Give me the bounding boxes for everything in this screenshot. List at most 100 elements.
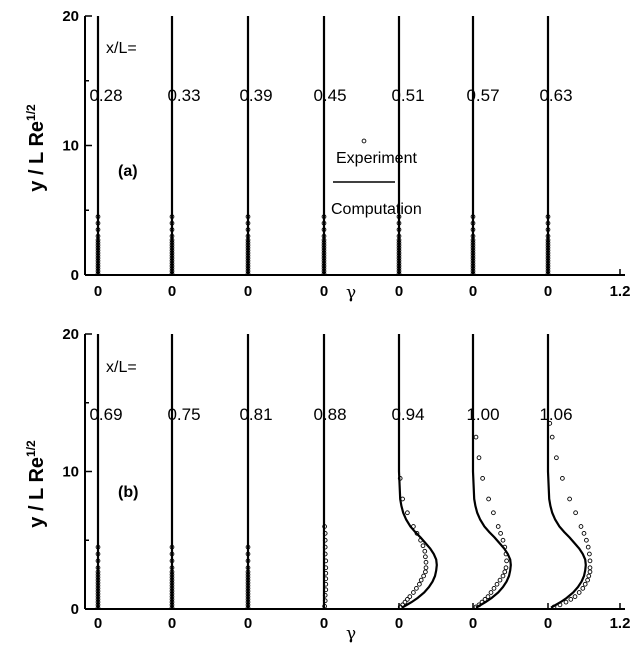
experiment-point xyxy=(322,551,328,557)
panel-a-x-tick-label: 0 xyxy=(244,283,252,300)
experiment-point xyxy=(321,268,327,274)
experiment-point xyxy=(486,496,491,502)
experiment-point xyxy=(245,583,251,588)
experiment-point xyxy=(321,242,327,248)
experiment-point xyxy=(169,240,175,245)
experiment-point xyxy=(420,543,426,549)
experiment-point xyxy=(470,248,476,253)
experiment-point xyxy=(396,271,402,277)
experiment-point xyxy=(95,245,101,251)
panel-a-station-0.45: 0.45 xyxy=(313,16,347,277)
panel-a-station-0.33: 0.33 xyxy=(167,16,201,277)
experiment-point xyxy=(245,240,251,245)
panel-a-station-0.57: 0.57 xyxy=(466,16,500,277)
experiment-point xyxy=(482,597,488,602)
experiment-point xyxy=(95,233,101,239)
experiment-point xyxy=(245,602,251,608)
panel-b-y-axis-label-sup: 1/2 xyxy=(24,440,38,457)
experiment-point xyxy=(411,590,416,595)
experiment-point xyxy=(95,599,101,605)
experiment-point xyxy=(500,537,506,543)
experiment-point xyxy=(245,588,251,594)
panel-a-station-0.51: 0.51 xyxy=(391,16,425,277)
panel-b-x-tick-label: 0 xyxy=(469,615,477,632)
panel-b-station-1.00: 1.00 xyxy=(466,334,512,610)
station-label: 0.81 xyxy=(239,405,272,424)
experiment-point xyxy=(95,575,101,580)
experiment-point xyxy=(169,594,175,599)
panel-a-y-tick-label: 0 xyxy=(71,267,79,284)
experiment-point xyxy=(245,227,251,233)
experiment-point xyxy=(321,253,327,258)
experiment-point xyxy=(491,510,496,516)
experiment-point xyxy=(95,248,101,253)
experiment-point xyxy=(95,583,101,588)
experiment-point xyxy=(95,572,101,577)
legend-computation-label: Computation xyxy=(331,201,422,218)
experiment-point xyxy=(169,605,175,610)
experiment-point xyxy=(479,599,485,605)
experiment-point xyxy=(169,248,175,253)
experiment-point xyxy=(396,261,402,266)
experiment-point xyxy=(322,592,328,598)
panel-a-y-axis-label: y / L Re1/2 xyxy=(24,104,48,192)
experiment-point xyxy=(321,261,327,266)
experiment-point xyxy=(545,263,551,269)
experiment-point xyxy=(321,227,327,233)
experiment-point xyxy=(169,245,175,251)
experiment-point xyxy=(396,240,402,245)
experiment-point xyxy=(321,240,327,245)
experiment-point xyxy=(169,233,175,239)
experiment-point xyxy=(321,214,327,220)
experiment-point xyxy=(245,605,251,610)
experiment-point xyxy=(480,476,485,481)
experiment-point xyxy=(545,233,551,239)
experiment-point xyxy=(95,551,101,557)
panel-b-y-tick-label: 0 xyxy=(71,601,79,618)
panel-b-y-tick-label: 10 xyxy=(62,464,79,481)
experiment-point xyxy=(470,271,476,277)
experiment-point xyxy=(245,248,251,253)
experiment-point xyxy=(545,266,551,271)
experiment-point xyxy=(504,558,509,564)
experiment-point xyxy=(245,577,251,583)
experiment-point xyxy=(470,214,476,220)
experiment-point xyxy=(545,248,551,253)
experiment-point xyxy=(245,214,251,220)
experiment-point xyxy=(545,255,551,261)
station-label: 0.28 xyxy=(89,86,122,105)
panel-b-y-tick-label: 20 xyxy=(62,326,79,343)
experiment-point xyxy=(169,583,175,588)
experiment-point xyxy=(169,558,175,564)
experiment-point xyxy=(576,590,582,595)
panel-b-x-tick-label: 0 xyxy=(320,615,328,632)
experiment-point xyxy=(414,531,420,536)
panel-a-y-tick-label: 20 xyxy=(62,8,79,25)
experiment-point xyxy=(494,581,500,587)
experiment-point xyxy=(418,537,423,543)
panel-b-station-0.69: 0.69 xyxy=(89,334,123,610)
experiment-point xyxy=(245,261,251,266)
experiment-point xyxy=(169,597,175,602)
experiment-point xyxy=(169,255,175,261)
experiment-point xyxy=(567,496,572,502)
experiment-point xyxy=(95,255,101,261)
experiment-point xyxy=(169,577,175,583)
panel-b-x-tick-label: 0 xyxy=(544,615,552,632)
experiment-point xyxy=(169,214,175,220)
experiment-point xyxy=(547,421,553,426)
experiment-point xyxy=(568,597,574,602)
experiment-point xyxy=(322,537,328,543)
experiment-point xyxy=(169,599,175,605)
station-label: 0.75 xyxy=(167,405,200,424)
panel-a-station-0.63: 0.63 xyxy=(539,16,573,277)
panel-b-x-axis-label: γ xyxy=(346,624,356,644)
experiment-point xyxy=(473,434,479,440)
experiment-point xyxy=(502,569,508,575)
experiment-point xyxy=(95,268,101,274)
experiment-point xyxy=(396,220,402,226)
experiment-point xyxy=(321,271,327,277)
experiment-point xyxy=(545,250,551,256)
experiment-point xyxy=(582,581,588,587)
experiment-point xyxy=(470,245,476,251)
